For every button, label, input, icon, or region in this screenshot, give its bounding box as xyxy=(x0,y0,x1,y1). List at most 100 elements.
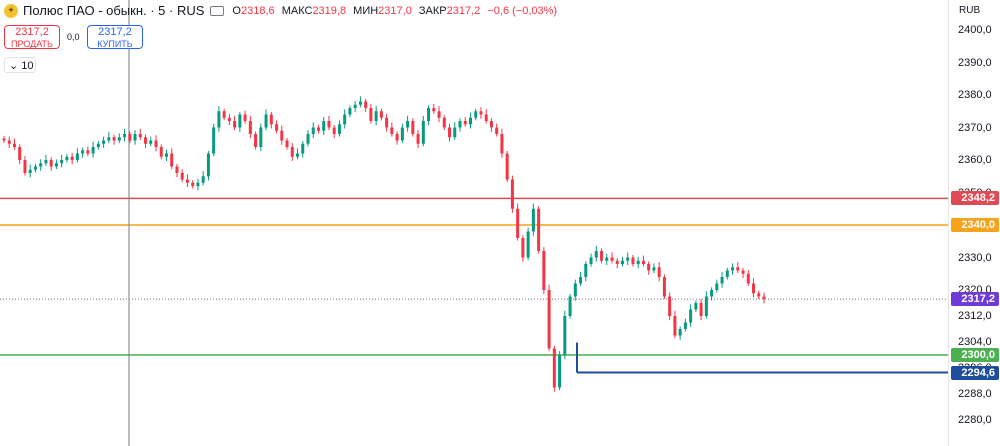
candle xyxy=(715,279,719,293)
candle xyxy=(720,271,724,288)
candle xyxy=(337,120,341,137)
candle xyxy=(579,271,583,287)
candle xyxy=(568,293,572,319)
candle xyxy=(159,144,163,160)
candle xyxy=(421,115,425,147)
candle xyxy=(526,227,530,261)
candle xyxy=(217,106,221,132)
candle xyxy=(353,100,357,113)
candle xyxy=(81,147,85,158)
candle xyxy=(432,104,436,114)
candle xyxy=(269,111,273,129)
candle xyxy=(358,96,362,108)
candle xyxy=(563,310,567,360)
candle xyxy=(301,141,305,158)
symbol-title[interactable]: Полюс ПАО - обыкн. · 5 · RUS xyxy=(23,3,205,18)
low-label: МИН xyxy=(353,4,379,17)
candle xyxy=(448,123,452,142)
candle xyxy=(468,112,472,129)
candle xyxy=(385,113,389,132)
candle xyxy=(683,318,687,332)
candle xyxy=(296,148,300,160)
candle xyxy=(54,159,58,170)
candle xyxy=(206,150,210,181)
candle xyxy=(117,133,121,144)
candle xyxy=(28,164,32,178)
candle xyxy=(227,113,231,126)
candle xyxy=(75,148,79,163)
chart-area[interactable]: ✦ Полюс ПАО - обыкн. · 5 · RUS О2318,6 М… xyxy=(0,0,948,446)
candle xyxy=(610,252,614,264)
candle xyxy=(180,169,184,183)
price-tick: 2380,0 xyxy=(958,89,992,101)
candle xyxy=(521,235,525,262)
candle xyxy=(222,108,226,121)
candle xyxy=(259,123,263,152)
buy-button[interactable]: 2317,2 КУПИТЬ xyxy=(87,25,143,49)
candle xyxy=(437,106,441,122)
candle xyxy=(12,138,16,150)
candle xyxy=(343,109,347,129)
candle xyxy=(248,115,252,139)
candle xyxy=(594,245,598,262)
price-tick: 2288,0 xyxy=(958,388,992,400)
candle xyxy=(500,128,504,158)
candle xyxy=(254,131,258,150)
chevron-down-icon: ⌄ xyxy=(9,60,19,72)
candle xyxy=(44,154,48,166)
candle xyxy=(678,326,682,340)
candle xyxy=(275,120,279,134)
candle xyxy=(626,252,630,265)
buy-label: КУПИТЬ xyxy=(97,39,133,49)
level-price-tag: 2294,6 xyxy=(951,365,999,380)
candle xyxy=(584,261,588,282)
sell-label: ПРОДАТЬ xyxy=(11,39,53,49)
candle xyxy=(647,261,651,275)
candle xyxy=(154,135,158,152)
candle xyxy=(495,123,499,137)
candle xyxy=(379,108,383,121)
close-label: ЗАКР xyxy=(418,4,447,17)
eye-icon[interactable] xyxy=(210,5,225,16)
high-value: 2319,8 xyxy=(312,4,347,17)
candle xyxy=(699,299,703,321)
horizontal-levels[interactable] xyxy=(0,197,948,374)
candle xyxy=(280,125,284,145)
candle xyxy=(552,345,556,392)
candle xyxy=(238,111,242,132)
candle xyxy=(668,292,672,321)
candle xyxy=(327,115,331,131)
currency-label[interactable]: RUB xyxy=(959,5,981,16)
candle xyxy=(400,123,404,144)
volume-toggle-value: 10 xyxy=(21,60,34,72)
change-value: −0,6 (−0,03%) xyxy=(487,4,558,17)
candle xyxy=(175,163,179,178)
candle xyxy=(620,256,624,267)
candle xyxy=(196,178,200,191)
ohlc-values: О2318,6 МАКС2319,8 МИН2317,0 ЗАКР2317,2 … xyxy=(232,5,561,17)
volume-toggle[interactable]: ⌄ 10 xyxy=(4,57,36,73)
spread-value: 0,0 xyxy=(67,32,80,42)
price-tick: 2360,0 xyxy=(958,154,992,166)
low-value: 2317,0 xyxy=(378,4,412,17)
candle xyxy=(757,290,761,300)
sell-button[interactable]: 2317,2 ПРОДАТЬ xyxy=(4,25,60,49)
candle xyxy=(233,115,237,131)
candle xyxy=(18,144,22,165)
candle xyxy=(123,128,127,142)
sell-price: 2317,2 xyxy=(15,26,49,38)
level-price-tag: 2340,0 xyxy=(951,218,999,232)
candle xyxy=(573,279,577,301)
candlestick-chart[interactable] xyxy=(0,0,948,446)
candle xyxy=(600,248,604,264)
price-tick: 2280,0 xyxy=(958,414,992,426)
candle xyxy=(285,137,289,150)
candle xyxy=(33,163,37,173)
candle xyxy=(164,149,168,161)
candle xyxy=(531,203,535,236)
candle xyxy=(479,107,483,119)
candle xyxy=(558,351,562,391)
candle xyxy=(322,117,326,135)
candle xyxy=(2,135,6,144)
level-price-tag: 2300,0 xyxy=(951,348,999,362)
